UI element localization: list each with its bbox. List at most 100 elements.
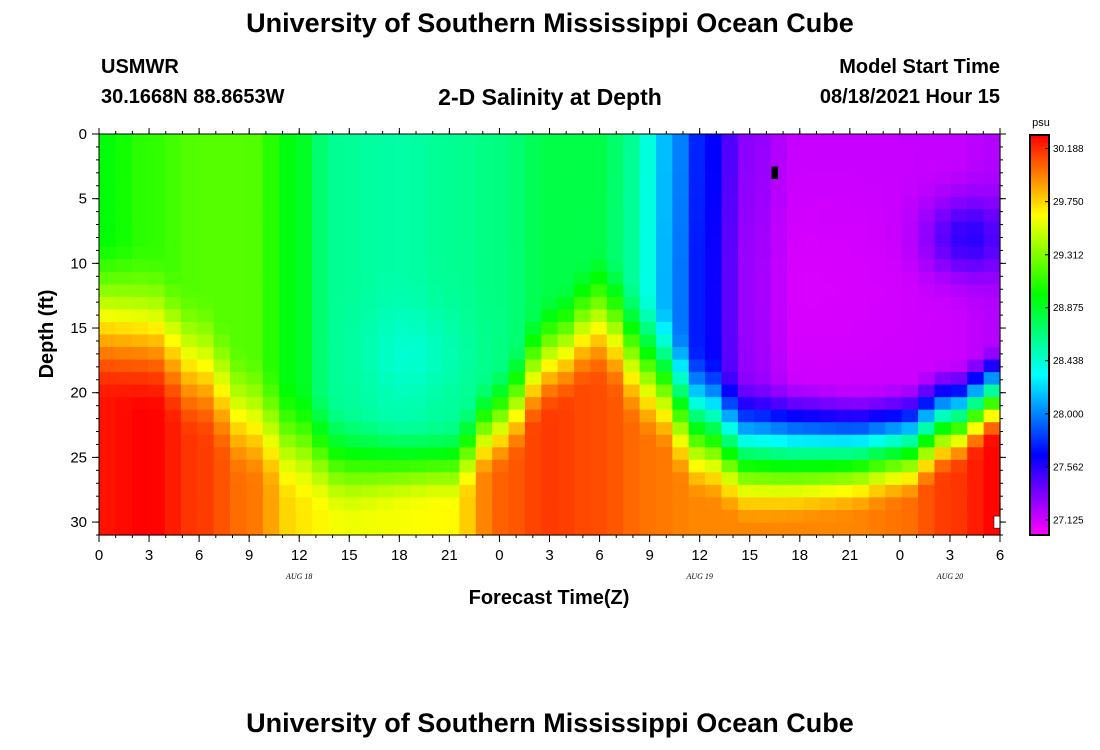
heatmap-cell — [836, 509, 854, 524]
heatmap-cell — [377, 271, 395, 285]
heatmap-cell — [344, 209, 362, 223]
heatmap-cell — [672, 397, 690, 411]
heatmap-cell — [737, 221, 755, 235]
heatmap-cell — [361, 509, 379, 524]
heatmap-cell — [787, 296, 805, 311]
heatmap-cell — [328, 171, 346, 185]
heatmap-cell — [754, 309, 772, 323]
heatmap-cell — [950, 296, 968, 311]
heatmap-cell — [590, 146, 608, 160]
heatmap-cell — [983, 409, 1001, 423]
heatmap-cell — [377, 246, 395, 260]
heatmap-cell — [967, 459, 985, 473]
heatmap-cell — [574, 447, 592, 461]
heatmap-cell — [459, 284, 477, 298]
heatmap-cell — [410, 134, 428, 148]
heatmap-cell — [344, 359, 362, 373]
heatmap-cell — [99, 384, 116, 398]
heatmap-cell — [721, 259, 739, 273]
heatmap-cell — [115, 271, 133, 285]
heatmap-cell — [639, 309, 657, 323]
heatmap-cell — [672, 384, 690, 398]
heatmap-cell — [230, 472, 248, 486]
heatmap-cell — [606, 246, 624, 260]
heatmap-cell — [99, 246, 116, 260]
heatmap-cell — [983, 359, 1001, 373]
heatmap-cell — [852, 309, 870, 323]
heatmap-cell — [885, 209, 903, 223]
heatmap-cell — [836, 372, 854, 386]
heatmap-cell — [426, 159, 444, 173]
heatmap-cell — [262, 434, 280, 448]
heatmap-cell — [901, 347, 919, 361]
heatmap-cell — [213, 209, 231, 223]
heatmap-cell — [410, 209, 428, 223]
heatmap-cell — [230, 397, 248, 411]
heatmap-cell — [623, 221, 641, 235]
heatmap-cell — [230, 159, 248, 173]
heatmap-cell — [901, 372, 919, 386]
heatmap-cell — [180, 234, 198, 248]
heatmap-cell — [197, 384, 215, 398]
heatmap-cell — [721, 184, 739, 198]
heatmap-cell — [934, 472, 952, 486]
heatmap-cell — [344, 459, 362, 473]
heatmap-cell — [950, 271, 968, 285]
heatmap-cell — [803, 472, 821, 486]
heatmap-cell — [623, 209, 641, 223]
heatmap-cell — [606, 522, 624, 536]
heatmap-cell — [590, 309, 608, 323]
heatmap-cell — [623, 509, 641, 524]
heatmap-cell — [672, 321, 690, 336]
heatmap-cell — [983, 372, 1001, 386]
heatmap-cell — [819, 522, 837, 536]
heatmap-cell — [164, 259, 182, 273]
heatmap-cell — [475, 221, 493, 235]
heatmap-cell — [688, 397, 706, 411]
heatmap-cell — [148, 159, 166, 173]
heatmap-cell — [836, 309, 854, 323]
heatmap-cell — [443, 334, 460, 348]
heatmap-cell — [639, 271, 657, 285]
heatmap-cell — [475, 196, 493, 210]
heatmap-cell — [262, 171, 280, 185]
heatmap-cell — [328, 497, 346, 511]
heatmap-cell — [623, 196, 641, 210]
heatmap-cell — [311, 522, 329, 536]
heatmap-cell — [492, 434, 510, 448]
heatmap-cell — [787, 221, 805, 235]
heatmap-cell — [688, 209, 706, 223]
heatmap-cell — [148, 334, 166, 348]
heatmap-cell — [950, 309, 968, 323]
heatmap-cell — [639, 184, 657, 198]
heatmap-cell — [836, 347, 854, 361]
heatmap-cell — [246, 234, 264, 248]
heatmap-cell — [164, 209, 182, 223]
heatmap-cell — [901, 209, 919, 223]
heatmap-cell — [180, 384, 198, 398]
heatmap-cell — [868, 359, 886, 373]
heatmap-cell — [279, 434, 297, 448]
heatmap-cell — [885, 146, 903, 160]
heatmap-cell — [148, 372, 166, 386]
heatmap-cell — [819, 497, 837, 511]
heatmap-cell — [213, 459, 231, 473]
heatmap-cell — [574, 422, 592, 436]
heatmap-cell — [688, 497, 706, 511]
heatmap-cell — [410, 384, 428, 398]
heatmap-cell — [655, 321, 673, 336]
heatmap-cell — [197, 447, 215, 461]
heatmap-cell — [361, 246, 379, 260]
heatmap-cell — [754, 447, 772, 461]
heatmap-cell — [803, 409, 821, 423]
heatmap-cell — [868, 321, 886, 336]
page-title-top: University of Southern Mississippi Ocean… — [246, 8, 854, 38]
heatmap-cell — [623, 484, 641, 499]
heatmap-cell — [279, 497, 297, 511]
heatmap-cell — [819, 309, 837, 323]
heatmap-cell — [99, 484, 116, 499]
heatmap-cell — [164, 184, 182, 198]
heatmap-cell — [721, 422, 739, 436]
heatmap-cell — [655, 146, 673, 160]
x-tick-label: 6 — [996, 547, 1004, 564]
